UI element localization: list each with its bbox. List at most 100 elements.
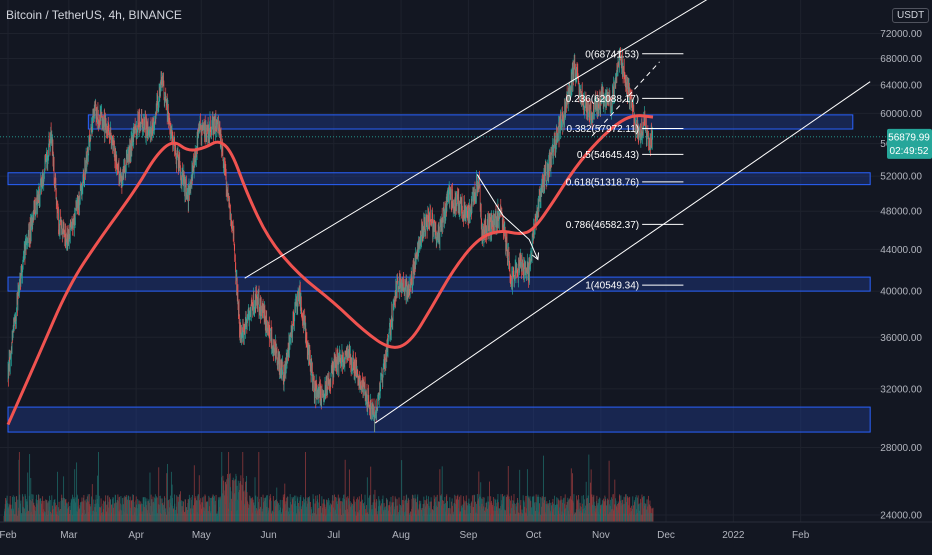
volume-bar xyxy=(12,495,14,522)
volume-bar xyxy=(193,465,195,522)
volume-bar xyxy=(358,496,360,522)
volume-bar xyxy=(164,497,166,522)
volume-bar xyxy=(514,504,516,522)
volume-bar xyxy=(635,495,637,522)
volume-bar xyxy=(640,502,642,522)
volume-bar xyxy=(652,507,654,522)
volume-bar xyxy=(610,499,612,522)
volume-bar xyxy=(199,504,201,522)
volume-bar xyxy=(91,484,93,522)
volume-bar xyxy=(230,491,232,522)
moving-average-line xyxy=(6,114,654,426)
volume-bar xyxy=(63,476,65,522)
volume-bar xyxy=(392,495,394,522)
time-axis: Feb Mar Apr May Jun Jul Aug Sep Oct Nov Dec 2022 Feb xyxy=(0,521,932,550)
volume-bar xyxy=(29,454,31,522)
volume-bar xyxy=(168,499,170,522)
volume-bar xyxy=(545,504,547,522)
volume-bar xyxy=(618,503,620,522)
volume-bar xyxy=(346,497,348,522)
volume-bar xyxy=(159,495,161,522)
volume-bar xyxy=(88,501,89,522)
volume-bar xyxy=(469,505,471,522)
volume-bar xyxy=(25,499,27,522)
volume-bar xyxy=(170,471,172,522)
volume-bar xyxy=(442,500,443,522)
volume-bar xyxy=(278,504,280,522)
volume-bar xyxy=(414,494,416,522)
volume-bar xyxy=(300,495,302,522)
volume-bar xyxy=(49,500,51,522)
time-tick-label: Jun xyxy=(261,530,277,541)
volume-bar xyxy=(361,494,362,522)
volume-bar xyxy=(592,504,594,522)
volume-bar xyxy=(90,506,92,522)
volume-bar xyxy=(221,452,223,522)
volume-bar xyxy=(76,495,78,522)
volume-bar xyxy=(517,502,519,522)
volume-bar xyxy=(370,466,372,522)
volume-bar xyxy=(284,483,286,522)
volume-bar xyxy=(151,499,153,522)
volume-bar xyxy=(497,502,499,522)
time-tick-label: Apr xyxy=(128,530,144,541)
volume-bar xyxy=(234,479,236,522)
volume-bar xyxy=(528,497,530,522)
volume-bar xyxy=(495,499,497,522)
fib-level-label: 0.236(62088.17) xyxy=(566,94,639,105)
currency-button[interactable]: USDT xyxy=(892,8,930,23)
volume-bar xyxy=(605,499,607,522)
volume-bar xyxy=(641,494,643,522)
volume-bar xyxy=(196,500,198,522)
volume-bar xyxy=(120,496,122,522)
volume-bar xyxy=(436,494,438,522)
time-tick-label: Oct xyxy=(526,530,542,541)
volume-bar xyxy=(387,499,388,522)
volume-bar xyxy=(187,499,189,522)
volume-bar xyxy=(649,500,651,522)
time-tick-label: May xyxy=(192,530,211,541)
volume-bar xyxy=(326,500,328,522)
volume-bar xyxy=(402,499,403,522)
volume-bar xyxy=(31,498,33,522)
volume-bar xyxy=(356,499,358,522)
volume-bar xyxy=(483,497,485,522)
volume-bar xyxy=(198,494,199,522)
volume-bar xyxy=(364,494,366,522)
volume-bar xyxy=(471,495,473,522)
volume-bar xyxy=(270,500,272,522)
last-price-badge xyxy=(887,128,932,159)
channel xyxy=(244,0,871,424)
volume-bar xyxy=(98,452,99,522)
zone-40500 xyxy=(7,276,871,292)
zone-30000 xyxy=(7,406,871,433)
volume-bar xyxy=(544,496,546,522)
volume-bar xyxy=(572,473,573,522)
volume-bar xyxy=(228,452,230,522)
volume-bar xyxy=(622,504,624,522)
volume-bar xyxy=(415,498,417,522)
interval: 4h xyxy=(108,8,122,22)
volume-bar xyxy=(170,495,171,522)
volume-bar xyxy=(204,495,206,522)
volume-bar xyxy=(114,503,115,522)
volume-bar xyxy=(571,499,573,522)
volume-bar xyxy=(466,502,468,522)
volume-bar xyxy=(198,475,200,522)
volume-bar xyxy=(492,497,494,522)
volume-bar xyxy=(313,498,315,522)
volume-bar xyxy=(240,484,242,522)
volume-bar xyxy=(372,502,374,522)
volume-bar xyxy=(366,505,367,522)
volume-bar xyxy=(538,496,540,522)
volume-bar xyxy=(215,494,217,522)
time-tick-label: Jul xyxy=(327,530,340,541)
volume-bar xyxy=(568,499,570,522)
time-tick-label: Sep xyxy=(460,530,478,541)
volume-bar xyxy=(167,463,168,522)
fib-level-label: 1(40549.34) xyxy=(585,281,639,292)
volume-bar xyxy=(389,501,391,522)
volume-bar xyxy=(189,497,191,522)
